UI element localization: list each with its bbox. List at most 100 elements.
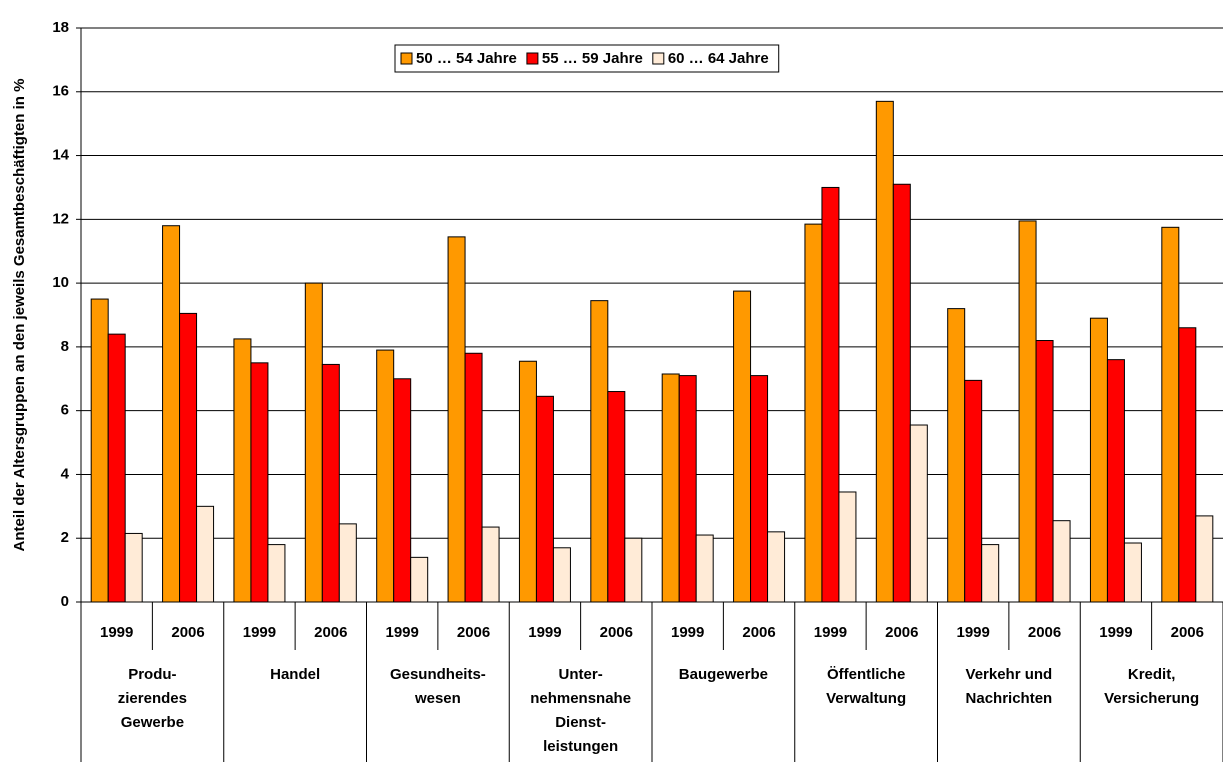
bar: [733, 290, 752, 603]
bar: [804, 223, 823, 603]
legend-label: 50 … 54 Jahre: [416, 50, 517, 67]
bar: [535, 395, 554, 603]
x-tick-label: 1999: [1099, 624, 1132, 641]
legend-label: 60 … 64 Jahre: [668, 50, 769, 67]
bar: [1161, 226, 1180, 603]
x-tick-label: 2006: [1028, 624, 1061, 641]
bar: [447, 236, 466, 603]
bar: [1089, 317, 1108, 603]
group-label: Gewerbe: [121, 714, 184, 731]
bar: [267, 544, 286, 603]
y-tick-label: 6: [61, 402, 69, 419]
x-tick-label: 1999: [814, 624, 847, 641]
bar: [750, 375, 769, 603]
bar: [179, 312, 198, 603]
bar: [107, 333, 126, 603]
bar: [661, 373, 680, 603]
group-label: wesen: [414, 690, 461, 707]
y-tick-label: 2: [61, 529, 69, 546]
y-tick-label: 10: [52, 274, 69, 291]
bar: [124, 532, 143, 603]
group-label: Produ-: [128, 666, 176, 683]
legend-swatch: [652, 52, 665, 65]
bar: [767, 531, 786, 603]
bar: [678, 375, 697, 603]
group-label: Kredit,: [1128, 666, 1176, 683]
group-label: Nachrichten: [966, 690, 1053, 707]
bar: [393, 378, 412, 603]
bar: [376, 349, 395, 603]
bar: [162, 225, 181, 603]
legend-box: [394, 44, 780, 73]
y-tick-label: 12: [52, 210, 69, 227]
group-label: Baugewerbe: [679, 666, 768, 683]
bar: [1018, 220, 1037, 603]
bar: [1052, 520, 1071, 603]
x-tick-label: 2006: [171, 624, 204, 641]
x-tick-label: 2006: [600, 624, 633, 641]
bar: [1195, 515, 1214, 603]
group-label: Unter-: [559, 666, 603, 683]
bar: [947, 308, 966, 603]
x-tick-label: 2006: [885, 624, 918, 641]
bar: [1123, 542, 1142, 603]
y-tick-label: 18: [52, 19, 69, 36]
group-label: zierendes: [118, 690, 187, 707]
x-tick-label: 2006: [314, 624, 347, 641]
group-label: Verwaltung: [826, 690, 906, 707]
group-label: Handel: [270, 666, 320, 683]
bar: [590, 300, 609, 603]
x-tick-label: 1999: [671, 624, 704, 641]
group-label: Gesundheits-: [390, 666, 486, 683]
bar: [695, 534, 714, 603]
x-tick-label: 1999: [386, 624, 419, 641]
bar: [624, 537, 643, 603]
legend-swatch: [400, 52, 413, 65]
bar: [1035, 340, 1054, 603]
y-tick-label: 14: [52, 147, 69, 164]
x-tick-label: 1999: [528, 624, 561, 641]
bar: [233, 338, 252, 603]
bar: [1178, 327, 1197, 603]
x-tick-label: 2006: [457, 624, 490, 641]
bar: [838, 491, 857, 603]
x-tick-label: 1999: [957, 624, 990, 641]
bar: [321, 363, 340, 603]
bar: [552, 547, 571, 603]
bar: [410, 556, 429, 603]
bar: [1106, 359, 1125, 603]
y-tick-label: 0: [61, 593, 69, 610]
x-tick-label: 2006: [742, 624, 775, 641]
bar: [964, 379, 983, 603]
y-tick-label: 16: [52, 83, 69, 100]
bar: [304, 282, 323, 603]
bar: [250, 362, 269, 603]
bar: [821, 186, 840, 603]
x-tick-label: 2006: [1171, 624, 1204, 641]
group-label: Dienst-: [555, 714, 606, 731]
bar: [875, 100, 894, 603]
bar: [909, 424, 928, 603]
bar: [892, 183, 911, 603]
y-axis-title: Anteil der Altersgruppen an den jeweils …: [11, 79, 28, 552]
group-label: Versicherung: [1104, 690, 1199, 707]
bar: [981, 544, 1000, 603]
bar: [464, 352, 483, 603]
legend-swatch: [526, 52, 539, 65]
group-label: nehmensnahe: [530, 690, 631, 707]
x-tick-label: 1999: [100, 624, 133, 641]
bar: [90, 298, 109, 603]
bar: [338, 523, 357, 603]
x-tick-label: 1999: [243, 624, 276, 641]
bar: [607, 391, 626, 603]
bar: [196, 505, 215, 603]
bar: [481, 526, 500, 603]
legend-label: 55 … 59 Jahre: [542, 50, 643, 67]
y-tick-label: 4: [61, 465, 70, 482]
group-label: Öffentliche: [827, 666, 905, 683]
bar: [518, 360, 537, 603]
group-label: Verkehr und: [966, 666, 1053, 683]
group-label: leistungen: [543, 738, 618, 755]
y-tick-label: 8: [61, 338, 69, 355]
